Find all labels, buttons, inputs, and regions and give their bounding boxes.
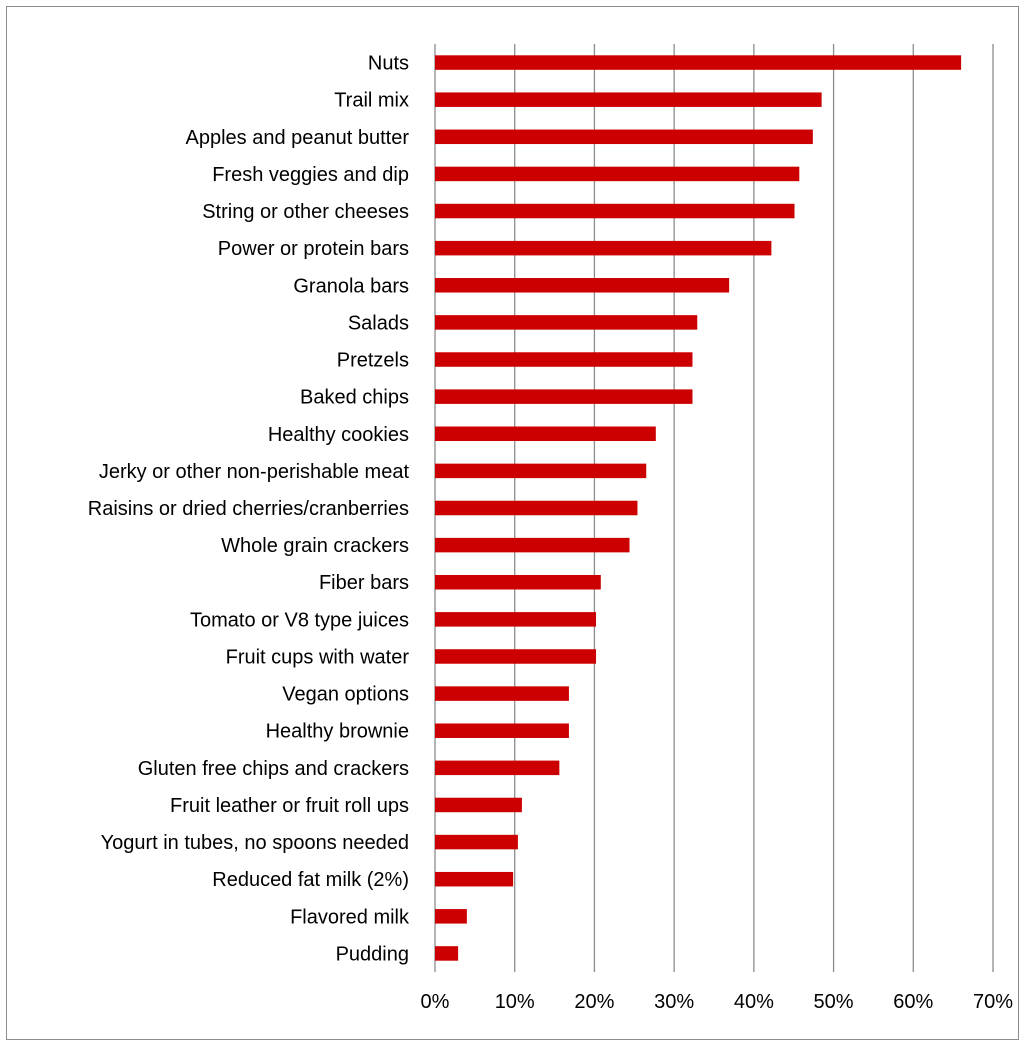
category-label: Jerky or other non-perishable meat (99, 461, 410, 483)
category-label: Fruit leather or fruit roll ups (170, 795, 409, 817)
category-label: Trail mix (334, 90, 409, 112)
bar (435, 203, 795, 219)
bar (435, 315, 698, 330)
x-tick-label: 20% (574, 991, 614, 1013)
category-label: Gluten free chips and crackers (138, 758, 409, 780)
category-labels: Nuts Trail mix Apples and peanut butter Fre… (88, 53, 410, 966)
category-label: Tomato or V8 type juices (190, 609, 409, 631)
category-label: Nuts (368, 53, 409, 75)
category-label: Vegan options (282, 684, 409, 706)
category-label: Baked chips (300, 387, 409, 409)
category-label: String or other cheeses (202, 201, 409, 223)
x-tick-label: 40% (734, 991, 774, 1013)
category-label: Yogurt in tubes, no spoons needed (101, 832, 409, 854)
category-label: Power or protein bars (218, 238, 409, 260)
category-label: Fruit cups with water (226, 646, 410, 668)
category-label: Fresh veggies and dip (212, 164, 409, 186)
category-label: Apples and peanut butter (185, 127, 409, 149)
bar (435, 278, 730, 293)
bar (435, 574, 601, 590)
bar (435, 166, 800, 182)
gridlines (434, 44, 994, 972)
category-label: Raisins or dried cherries/cranberries (88, 498, 409, 520)
bar (435, 426, 656, 442)
bar (435, 612, 597, 627)
bar (435, 500, 638, 516)
bar (435, 129, 813, 145)
bar (435, 871, 514, 887)
bar (435, 463, 647, 479)
category-label: Granola bars (293, 275, 409, 297)
bar (435, 352, 693, 367)
category-label: Healthy cookies (268, 424, 409, 446)
bar (435, 797, 522, 813)
bars (435, 55, 962, 961)
x-tick-label: 60% (893, 991, 933, 1013)
bar (435, 537, 630, 553)
x-tick-label: 70% (973, 991, 1013, 1013)
x-tick-label: 0% (421, 991, 450, 1013)
category-label: Fiber bars (319, 572, 409, 594)
bar (435, 55, 962, 70)
category-label: Pretzels (337, 350, 409, 372)
category-label: Salads (348, 312, 409, 334)
x-tick-label: 10% (495, 991, 535, 1013)
category-label: Reduced fat milk (2%) (212, 869, 409, 891)
category-label: Flavored milk (290, 906, 410, 928)
x-tick-label: 30% (654, 991, 694, 1013)
category-label: Pudding (336, 943, 409, 965)
bar (435, 686, 569, 701)
bar (435, 389, 693, 404)
bar (435, 760, 560, 776)
category-label: Healthy brownie (266, 721, 409, 743)
bar (435, 909, 467, 924)
bar (435, 240, 772, 256)
bar (435, 92, 822, 107)
bar (435, 649, 597, 664)
bar (435, 946, 459, 961)
x-tick-label: 50% (814, 991, 854, 1013)
bar (435, 834, 518, 850)
x-axis-tick-labels: 0% 10% 20% 30% 40% 50% 60% 70% (421, 991, 1014, 1013)
category-label: Whole grain crackers (221, 535, 409, 557)
bar (435, 723, 569, 738)
